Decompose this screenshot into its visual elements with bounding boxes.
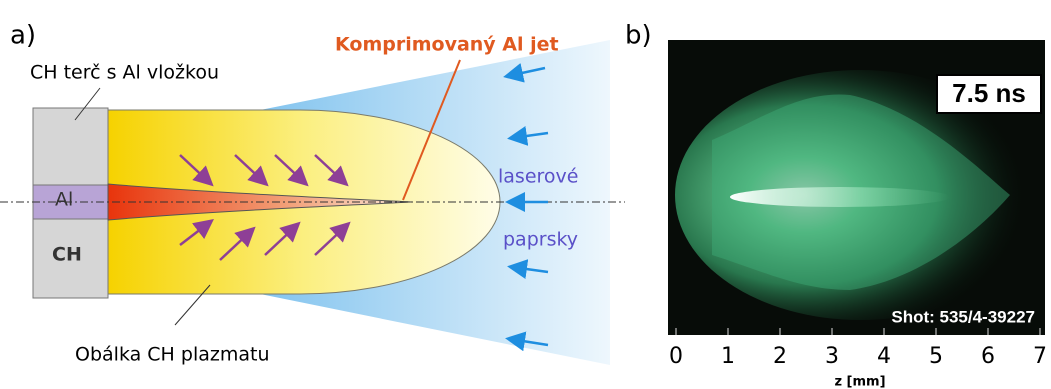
- time-label: 7.5 ns: [952, 78, 1026, 108]
- ch-label: CH: [52, 244, 82, 266]
- al-label: Al: [55, 189, 73, 211]
- panel-label: a): [10, 21, 36, 51]
- x-tick-label: 5: [929, 344, 943, 369]
- x-tick-label: 6: [981, 344, 995, 369]
- x-tick-label: 7: [1033, 344, 1047, 369]
- x-tick-label: 0: [669, 344, 683, 369]
- figure: a) CH terč s Al vložkou Komprimovaný Al …: [0, 0, 1051, 389]
- x-axis-label: z [mm]: [834, 375, 885, 389]
- x-tick-label: 1: [721, 344, 735, 369]
- panel-label: b): [625, 21, 652, 51]
- shot-label: Shot: 535/4-39227: [891, 307, 1035, 326]
- x-tick-label: 4: [877, 344, 891, 369]
- target-label: CH terč s Al vložkou: [30, 62, 219, 84]
- x-tick-label: 2: [773, 344, 787, 369]
- jet-label: Komprimovaný Al jet: [335, 34, 559, 56]
- envelope-label: Obálka CH plazmatu: [75, 344, 269, 366]
- laser-label: laserové: [498, 166, 578, 188]
- plume-core: [730, 187, 950, 207]
- laser-label: paprsky: [503, 229, 578, 251]
- x-tick-label: 3: [825, 344, 839, 369]
